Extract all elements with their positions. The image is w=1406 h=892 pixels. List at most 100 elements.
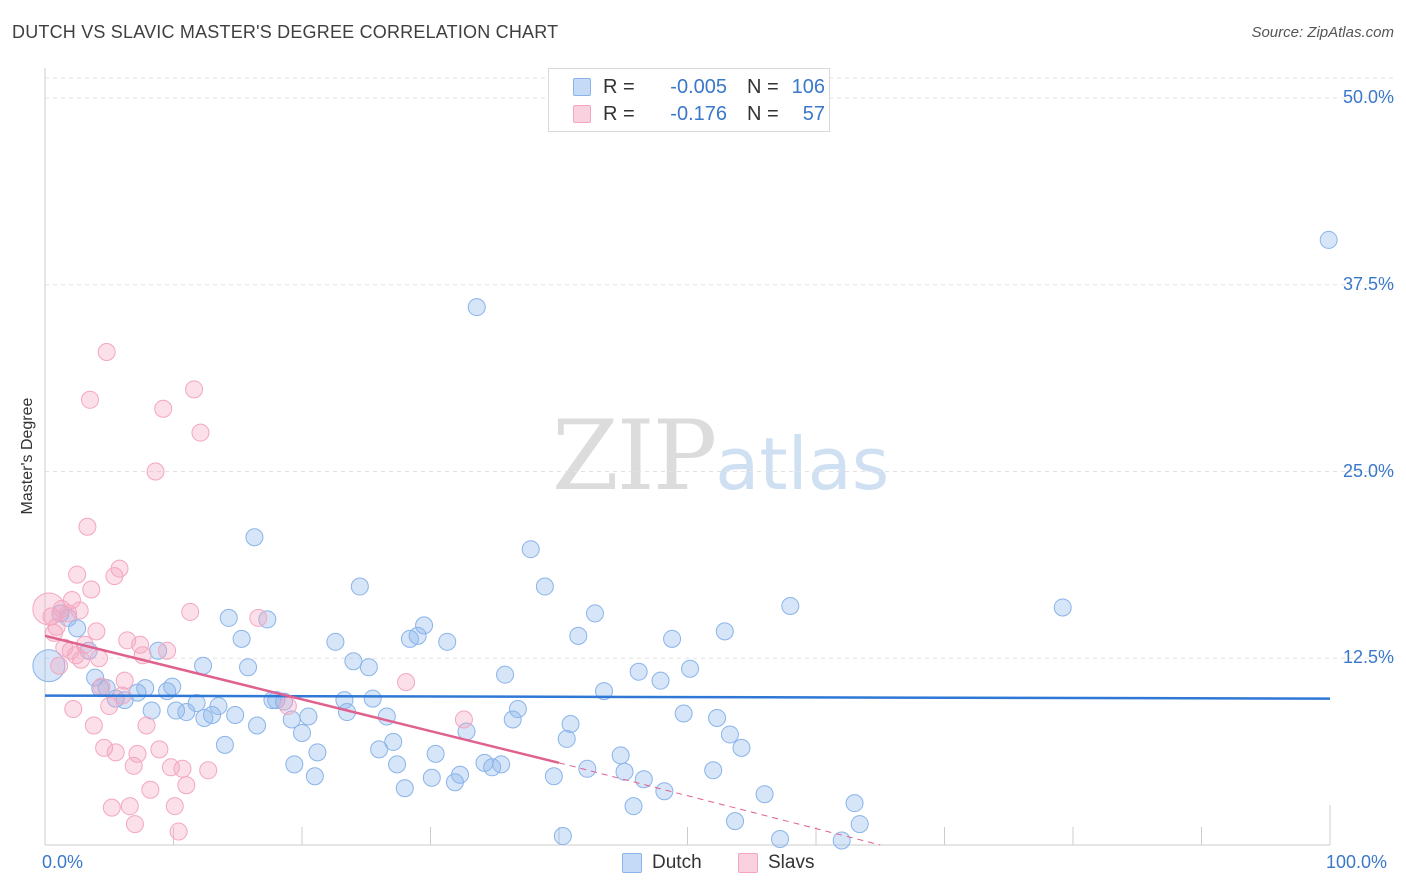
slavs-point	[173, 759, 192, 778]
dutch-point	[615, 762, 634, 781]
slavs-point	[100, 697, 119, 716]
dutch-point	[388, 755, 407, 774]
legend-item-slavs[interactable]: Slavs	[738, 852, 814, 874]
dutch-point	[561, 714, 580, 733]
dutch-point	[308, 743, 327, 762]
legend-label-slavs: Slavs	[768, 852, 815, 873]
slavs-point	[78, 517, 97, 536]
slavs-point	[165, 797, 184, 816]
dutch-point	[726, 812, 745, 831]
dutch-point	[245, 528, 264, 547]
dutch-point	[629, 662, 648, 681]
dutch-point	[359, 658, 378, 677]
slavs-point	[191, 423, 210, 442]
dutch-point	[569, 626, 588, 645]
dutch-point	[1319, 230, 1338, 249]
n-value: 57	[802, 102, 825, 125]
legend-item-dutch[interactable]: Dutch	[622, 852, 702, 874]
y-tick-label: 12.5%	[1342, 647, 1394, 668]
dutch-point	[239, 658, 258, 677]
stats-legend: R = -0.005 N = 106 R = -0.176 N = 57	[548, 68, 830, 132]
legend-label-dutch: Dutch	[652, 852, 702, 873]
slavs-point	[59, 604, 78, 623]
r-label: R =	[603, 102, 635, 125]
dutch-swatch	[622, 853, 642, 873]
dutch-point	[663, 629, 682, 648]
dutch-point	[467, 298, 486, 317]
dutch-point	[704, 761, 723, 780]
slavs-point	[397, 673, 416, 692]
dutch-point	[285, 755, 304, 774]
slavs-point	[141, 780, 160, 799]
dutch-point	[651, 671, 670, 690]
slavs-point	[278, 697, 297, 716]
slavs-point	[68, 565, 87, 584]
dutch-point	[624, 797, 643, 816]
dutch-point	[674, 704, 693, 723]
slavs-point	[95, 738, 114, 757]
slavs-point	[128, 744, 147, 763]
dutch-point	[845, 794, 864, 813]
dutch-point	[715, 622, 734, 641]
dutch-point	[203, 706, 222, 725]
slavs-point	[137, 716, 156, 735]
y-tick-label: 25.0%	[1342, 460, 1394, 481]
dutch-point	[1053, 598, 1072, 617]
dutch-point	[611, 746, 630, 765]
dutch-point	[508, 700, 527, 719]
dutch-point	[681, 659, 700, 678]
dutch-point	[187, 694, 206, 713]
source-label: Source: ZipAtlas.com	[1251, 24, 1394, 41]
dutch-point	[732, 738, 751, 757]
dutch-point	[395, 779, 414, 798]
slavs-point	[124, 756, 143, 775]
legend-row-dutch: R = -0.005 N = 106	[573, 76, 825, 98]
axes	[44, 68, 1331, 846]
slavs-trend-extension	[558, 762, 881, 846]
slavs-point	[64, 700, 83, 719]
slavs-point	[102, 798, 121, 817]
grid-lines	[45, 77, 1395, 659]
dutch-point	[544, 767, 563, 786]
slavs-point	[120, 797, 139, 816]
slavs-point	[161, 758, 180, 777]
slavs-point	[146, 462, 165, 481]
dutch-point	[422, 768, 441, 787]
r-value: -0.005	[670, 75, 727, 98]
dutch-point	[209, 697, 228, 716]
dutch-point	[426, 744, 445, 763]
dutch-point	[293, 723, 311, 742]
dutch-point	[578, 759, 597, 778]
dutch-point	[258, 610, 277, 629]
slavs-point	[169, 822, 188, 841]
dutch-point	[350, 577, 369, 596]
dutch-point	[344, 652, 363, 671]
slavs-point	[92, 677, 111, 696]
dutch-point	[720, 725, 739, 744]
slavs-point	[71, 650, 90, 669]
dutch-point	[215, 735, 234, 754]
dutch-point	[68, 619, 87, 638]
slavs-point	[454, 710, 473, 729]
slavs-point	[158, 641, 177, 660]
dutch-point	[553, 827, 572, 846]
slavs-point	[62, 590, 81, 609]
dutch-point	[305, 767, 324, 786]
slavs-point	[131, 635, 150, 654]
slavs-trend-line	[44, 634, 560, 765]
series-legend: Dutch Slavs	[0, 852, 1406, 878]
slavs-point	[47, 617, 66, 636]
trend-lines	[44, 634, 1331, 846]
dutch-point	[496, 665, 515, 684]
data-points	[32, 230, 1338, 850]
dutch-point	[557, 729, 576, 748]
slavs-point	[199, 761, 218, 780]
n-label: N =	[747, 75, 779, 98]
x-tick-label-max: 100.0%	[1326, 852, 1388, 872]
slavs-point	[150, 740, 169, 759]
dutch-point	[503, 710, 522, 729]
slavs-point	[185, 380, 204, 399]
r-label: R =	[603, 75, 635, 98]
dutch-point	[363, 689, 382, 708]
dutch-point	[521, 540, 540, 559]
